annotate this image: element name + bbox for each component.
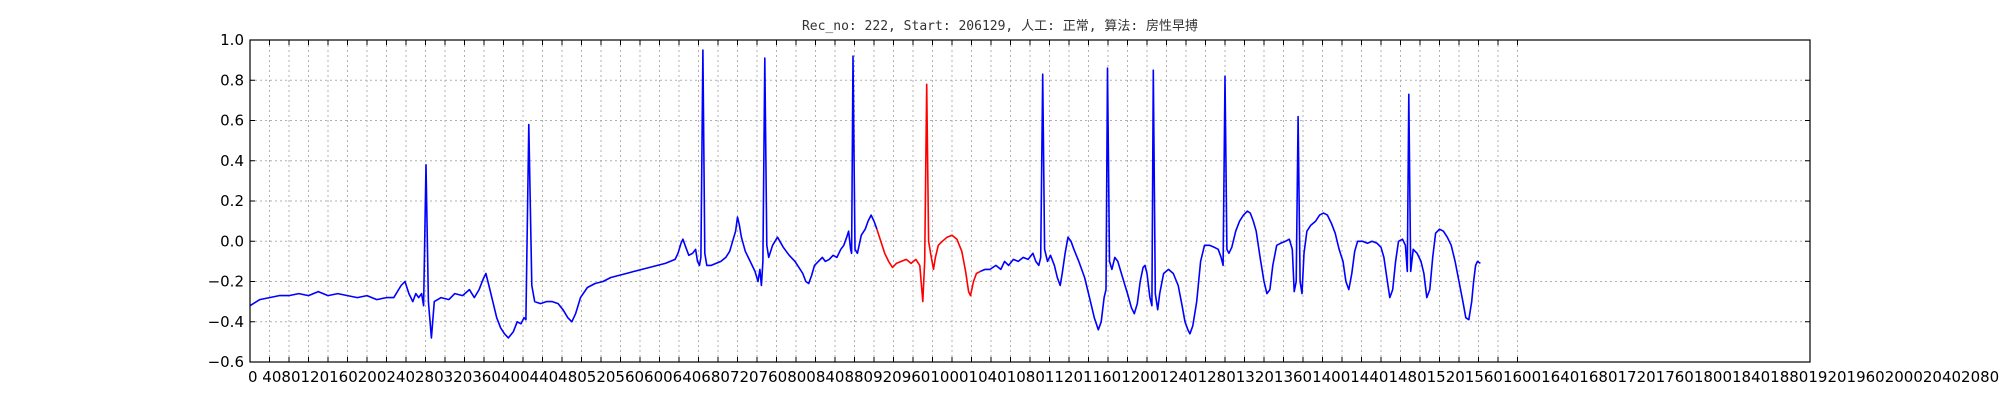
series-layer [249,49,1481,339]
x-tick-labels: 0 40801201602002402803203604004404805205… [248,368,2000,386]
y-axis: −0.6 −0.4 −0.2 0.0 0.2 0.4 0.6 0.8 1.0 [208,31,1810,371]
y-tick-label: −0.2 [208,273,244,291]
chart-title: Rec_no: 222, Start: 206129, 人工: 正常, 算法: … [802,18,1198,34]
y-tick-label: 1.0 [220,31,244,49]
y-tick-label: 0.0 [220,232,244,250]
y-tick-label: 0.4 [220,152,244,170]
y-tick-label: 0.2 [220,192,244,210]
x-axis: 0 40801201602002402803203604004404805205… [248,40,2000,386]
y-tick-label: 0.6 [220,112,244,130]
y-tick-label: −0.4 [208,313,244,331]
y-tick-label: 0.8 [220,71,244,89]
ecg-series-line-2 [979,67,1481,335]
y-tick-label: −0.6 [208,353,244,371]
ecg-series-line-0 [249,49,878,339]
grid-layer [250,40,1810,362]
ecg-series-line-1 [876,83,981,303]
